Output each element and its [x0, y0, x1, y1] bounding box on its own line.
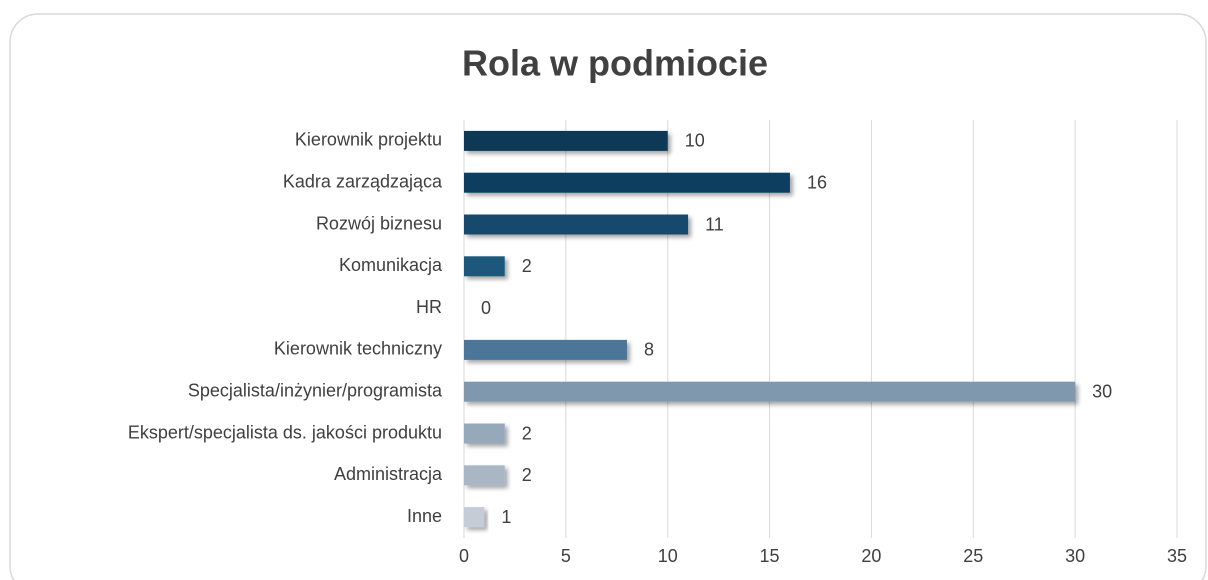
y-tick-label: Kierownik techniczny: [274, 339, 442, 359]
frame: [9, 13, 1207, 580]
data-label: 1: [501, 507, 511, 527]
data-label: 30: [1092, 381, 1112, 401]
bar: [464, 339, 627, 360]
x-tick-label: 25: [963, 546, 983, 566]
data-label: 2: [522, 423, 532, 443]
bar: [464, 465, 505, 486]
bar: [464, 130, 668, 151]
data-label: 16: [807, 172, 827, 192]
data-label: 8: [644, 340, 654, 360]
y-tick-label: Ekspert/specjalista ds. jakości produktu: [128, 422, 442, 442]
bar: [464, 423, 505, 444]
data-label: 2: [522, 465, 532, 485]
y-tick-label: Kierownik projektu: [295, 130, 442, 150]
bar: [464, 381, 1076, 402]
bar: [464, 172, 790, 193]
data-label: 10: [685, 131, 705, 151]
y-tick-label: Kadra zarządzająca: [283, 171, 443, 191]
chart-title: Rola w podmiocie: [462, 43, 768, 84]
x-tick-label: 35: [1167, 546, 1187, 566]
data-label: 11: [705, 214, 724, 234]
x-tick-label: 10: [658, 546, 678, 566]
x-tick-label: 0: [459, 546, 469, 566]
y-tick-label: Specjalista/inżynier/programista: [188, 380, 443, 400]
y-tick-label: Rozwój biznesu: [316, 213, 442, 233]
y-tick-label: HR: [416, 297, 442, 317]
bar: [464, 256, 505, 277]
bar: [464, 214, 689, 235]
y-tick-label: Inne: [407, 506, 442, 526]
x-tick-label: 20: [861, 546, 881, 566]
x-tick-label: 5: [561, 546, 571, 566]
x-tick-label: 30: [1065, 546, 1085, 566]
x-tick-label: 15: [760, 546, 780, 566]
bar: [464, 507, 485, 528]
y-tick-label: Komunikacja: [339, 255, 443, 275]
data-label: 0: [481, 298, 491, 318]
data-label: 2: [522, 256, 532, 276]
y-tick-label: Administracja: [334, 464, 443, 484]
